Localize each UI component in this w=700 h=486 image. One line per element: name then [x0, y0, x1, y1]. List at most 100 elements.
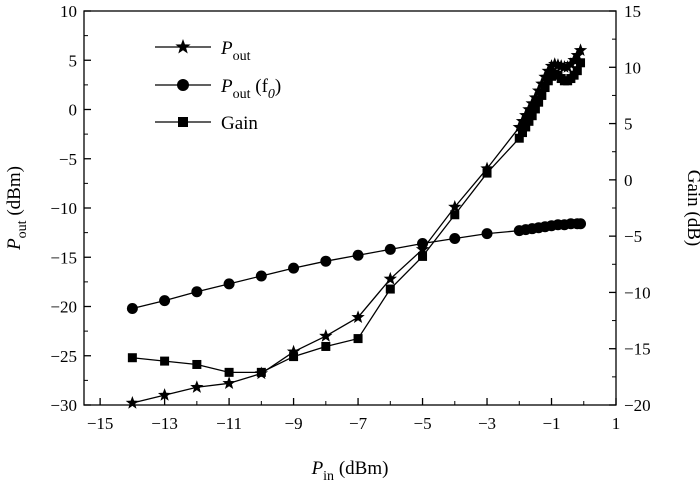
legend-marker-star: [175, 39, 191, 54]
data-point-star: [573, 43, 588, 57]
data-point-star: [525, 96, 539, 110]
y-left-tick-label: −10: [50, 199, 77, 218]
data-point-square: [517, 128, 527, 138]
data-point-circle: [126, 302, 138, 314]
y-right-tick-label: −10: [624, 283, 651, 302]
plot-frame: [83, 10, 617, 406]
data-point-star: [522, 102, 536, 116]
data-point-star: [286, 344, 301, 358]
x-tick-label: −13: [151, 414, 178, 433]
series-layer: [125, 43, 588, 409]
x-tick-label: −7: [349, 414, 368, 433]
x-tick-label: −9: [285, 414, 303, 433]
data-point-square: [256, 367, 266, 377]
y-axis-left-label: Pout (dBm): [4, 166, 30, 251]
series-circle: [126, 218, 587, 314]
data-point-circle: [481, 228, 493, 240]
data-point-star: [519, 108, 533, 122]
legend-marker-square: [178, 117, 188, 127]
data-point-circle: [417, 237, 429, 249]
data-point-circle: [288, 262, 300, 274]
series-line: [132, 62, 582, 374]
legend-item-pout-f0: Pout (f0): [155, 76, 281, 102]
y-left-tick-label: −30: [50, 396, 77, 415]
data-point-circle: [191, 286, 203, 298]
data-point-star: [383, 271, 397, 285]
y-right-tick-label: −5: [624, 227, 642, 246]
data-point-circle: [384, 243, 396, 255]
data-point-star: [157, 388, 172, 401]
data-point-square: [527, 111, 537, 121]
x-axis-label: Pin (dBm): [311, 458, 389, 484]
data-point-square: [530, 104, 540, 114]
data-point-square: [127, 353, 137, 363]
data-point-square: [576, 58, 586, 68]
legend-marker-circle: [177, 79, 189, 91]
y-right-tick-label: −20: [624, 396, 651, 415]
data-point-star: [544, 59, 559, 72]
data-point-square: [534, 97, 544, 107]
data-point-square: [192, 359, 202, 369]
data-point-square: [514, 133, 524, 143]
y-right-tick-label: 0: [624, 171, 633, 190]
data-point-square: [160, 356, 170, 366]
data-point-star: [480, 161, 494, 175]
data-point-star: [125, 396, 140, 409]
x-tick-label: −15: [87, 414, 114, 433]
y-right-tick-label: 15: [624, 2, 641, 21]
data-point-square: [353, 334, 363, 344]
data-point-square: [385, 284, 395, 294]
data-point-star: [319, 329, 333, 342]
data-point-square: [524, 116, 534, 126]
data-point-circle: [575, 218, 587, 230]
data-point-circle: [159, 295, 171, 307]
data-point-circle: [352, 249, 364, 261]
data-point-circle: [449, 233, 461, 245]
y-axis-right-label: Gain (dB): [683, 170, 700, 247]
data-point-star: [448, 200, 462, 213]
data-point-square: [572, 66, 582, 76]
data-point-square: [569, 70, 579, 80]
data-point-square: [321, 341, 331, 351]
data-point-circle: [320, 255, 332, 267]
data-point-star: [531, 83, 546, 97]
data-point-circle: [223, 278, 235, 290]
x-tick-label: −1: [542, 414, 560, 433]
data-point-square: [289, 352, 299, 362]
legend: Pout Pout (f0) Gain: [155, 38, 281, 134]
legend-label-gain: Gain: [221, 113, 258, 134]
y-left-tick-label: −5: [59, 150, 77, 169]
data-point-circle: [255, 270, 267, 282]
legend-item-pout: Pout: [155, 38, 251, 64]
x-tick-label: 1: [612, 414, 621, 433]
y-left-tick-label: 0: [69, 101, 78, 120]
data-point-star: [528, 90, 543, 104]
data-point-star: [351, 310, 365, 323]
data-point-square: [537, 90, 547, 100]
data-point-star: [515, 114, 530, 127]
y-left-tick-label: −20: [50, 298, 77, 317]
series-square: [127, 58, 586, 377]
ticks: −15 −13 −11 −9 −7 −5 −3 −1 1−30−25−20−15−10−5051…: [50, 2, 650, 433]
data-point-star: [512, 120, 526, 133]
legend-label-pout: Pout: [220, 38, 251, 64]
data-point-star: [190, 380, 204, 393]
y-right-tick-label: 10: [624, 58, 641, 77]
series-line: [132, 50, 582, 404]
y-right-tick-label: −15: [624, 340, 651, 359]
data-point-square: [540, 83, 550, 93]
data-point-star: [222, 376, 236, 389]
data-point-star: [560, 60, 575, 73]
x-tick-label: −3: [478, 414, 496, 433]
y-left-tick-label: 10: [60, 2, 77, 21]
legend-label-pout-f0: Pout (f0): [220, 76, 281, 102]
data-point-square: [482, 168, 492, 178]
data-point-square: [418, 251, 428, 261]
x-tick-label: −5: [413, 414, 431, 433]
y-left-tick-label: −15: [50, 248, 77, 267]
data-point-square: [543, 76, 553, 86]
y-left-tick-label: 5: [69, 51, 78, 70]
y-right-tick-label: 5: [624, 115, 633, 134]
data-point-square: [450, 210, 460, 220]
